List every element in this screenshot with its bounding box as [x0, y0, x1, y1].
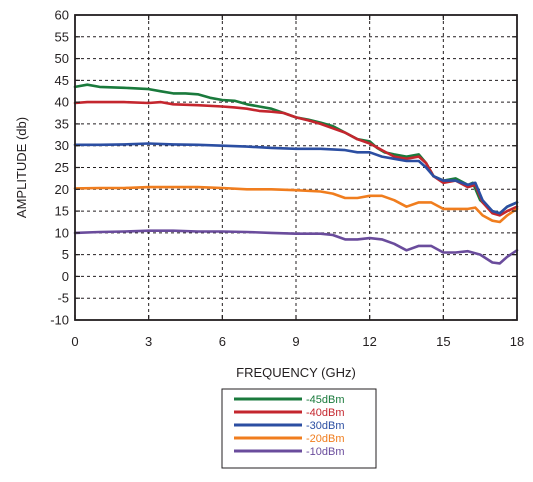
y-axis-title: AMPLITUDE (db) [14, 117, 29, 218]
series-line-10dbm [73, 229, 519, 265]
y-tick-label: -5 [57, 291, 69, 306]
x-axis-ticks: 0 3 6 9 12 15 18 [71, 15, 524, 349]
x-tick-label: 15 [436, 334, 450, 349]
y-tick-label: 10 [55, 225, 69, 240]
legend: -45dBm-40dBm-30dBm-20dBm-10dBm [221, 388, 377, 469]
grid-lines [75, 15, 517, 320]
series-line-20dbm [73, 185, 519, 224]
legend-label: -40dBm [306, 407, 345, 419]
y-tick-label: 35 [55, 116, 69, 131]
y-tick-label: -10 [50, 313, 69, 328]
x-tick-label: 12 [362, 334, 376, 349]
y-tick-label: 15 [55, 204, 69, 219]
x-tick-label: 9 [292, 334, 299, 349]
legend-label: -45dBm [306, 394, 345, 406]
y-tick-label: 60 [55, 8, 69, 23]
y-tick-label: 30 [55, 138, 69, 153]
legend-box [221, 388, 377, 469]
legend-label: -10dBm [306, 446, 345, 458]
y-tick-label: 55 [55, 29, 69, 44]
y-tick-label: 40 [55, 95, 69, 110]
y-tick-label: 20 [55, 182, 69, 197]
series-line-40dbm [73, 100, 519, 217]
y-tick-label: 5 [62, 247, 69, 262]
y-tick-label: 45 [55, 73, 69, 88]
y-tick-label: 50 [55, 51, 69, 66]
series-lines [73, 83, 519, 265]
y-tick-label: 0 [62, 269, 69, 284]
legend-label: -30dBm [306, 420, 345, 432]
x-tick-label: 18 [510, 334, 524, 349]
series-line-30dbm [73, 142, 519, 215]
x-tick-label: 6 [219, 334, 226, 349]
x-axis-title: FREQUENCY (GHz) [236, 365, 356, 380]
x-tick-label: 0 [71, 334, 78, 349]
x-tick-label: 3 [145, 334, 152, 349]
y-tick-label: 25 [55, 160, 69, 175]
legend-label: -20dBm [306, 433, 345, 445]
